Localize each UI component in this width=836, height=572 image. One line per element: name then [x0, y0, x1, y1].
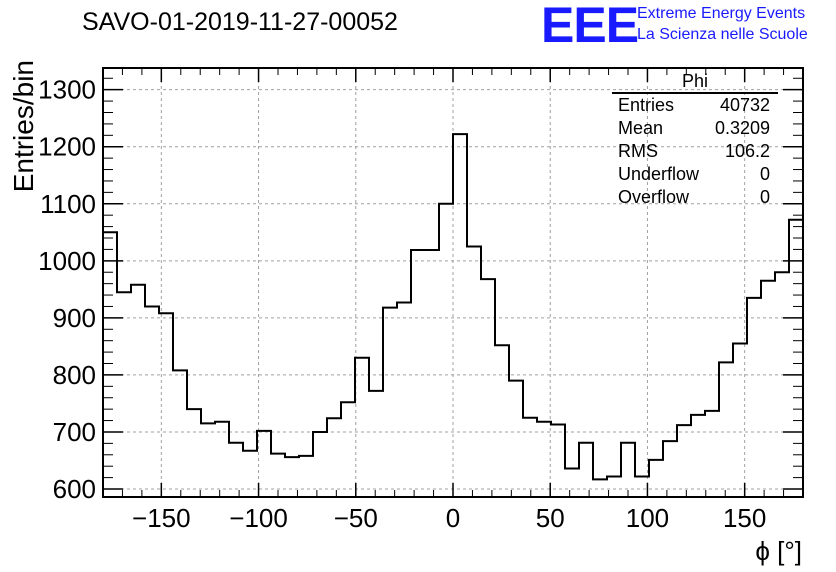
stats-label: Entries — [618, 95, 675, 115]
y-tick-label: 1300 — [38, 75, 96, 105]
x-axis-label: ϕ [°] — [755, 536, 802, 566]
stats-row-mean: Mean 0.3209 — [612, 117, 778, 140]
y-tick-label: 1100 — [40, 189, 96, 219]
y-tick-label: 600 — [53, 474, 96, 504]
stats-box: Phi Entries 40732 Mean 0.3209 RMS 106.2 … — [612, 70, 778, 209]
stats-value: 40732 — [719, 95, 770, 115]
chart-title: SAVO-01-2019-11-27-00052 — [82, 8, 398, 36]
histogram-line — [103, 133, 803, 481]
stats-label: Underflow — [618, 164, 700, 184]
y-tick-label: 1200 — [38, 132, 96, 162]
y-tick-label: 900 — [53, 303, 96, 333]
y-axis-label: Entries/bin — [8, 60, 39, 192]
x-tick-label: −50 — [334, 503, 378, 533]
y-tick-label: 800 — [53, 360, 96, 390]
tick-labels: −150 −100 −50 0 50 100 150 600 700 800 900 1000 1100… — [38, 75, 766, 533]
stats-value: 106.2 — [724, 141, 770, 161]
logo-tagline-2: La Scienza nelle Scuole — [637, 26, 808, 43]
x-tick-label: −150 — [132, 503, 191, 533]
stats-value: 0 — [759, 187, 770, 207]
x-tick-label: 50 — [536, 503, 565, 533]
x-tick-label: 0 — [446, 503, 460, 533]
stats-row-rms: RMS 106.2 — [612, 140, 778, 163]
y-tick-label: 700 — [53, 417, 96, 447]
x-tick-label: −100 — [229, 503, 288, 533]
stats-value: 0 — [759, 164, 770, 184]
x-tick-label: 100 — [626, 503, 669, 533]
stats-label: Mean — [618, 118, 664, 138]
logo-tagline-1: Extreme Energy Events — [637, 5, 806, 22]
stats-row-overflow: Overflow 0 — [612, 186, 778, 209]
stats-label: Overflow — [618, 187, 690, 207]
y-tick-label: 1000 — [38, 246, 96, 276]
stats-value: 0.3209 — [714, 118, 770, 138]
stats-row-underflow: Underflow 0 — [612, 163, 778, 186]
eee-logo: EEE — [541, 0, 639, 53]
stats-title: Phi — [612, 70, 778, 94]
x-tick-label: 150 — [723, 503, 766, 533]
stats-label: RMS — [618, 141, 658, 161]
stats-row-entries: Entries 40732 — [612, 94, 778, 117]
axis-ticks — [103, 68, 803, 497]
